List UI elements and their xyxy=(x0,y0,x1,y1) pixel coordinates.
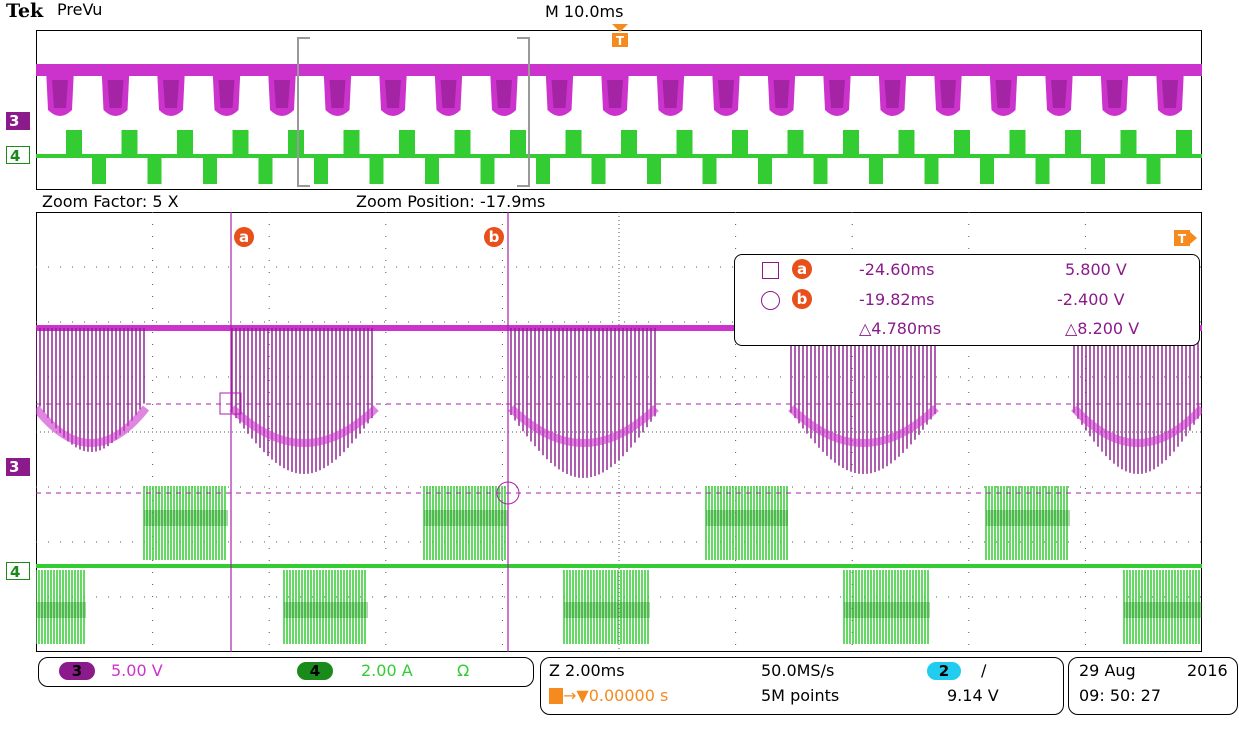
trigger-marker-label: T xyxy=(616,34,625,48)
delta-time: △4.780ms xyxy=(859,319,942,338)
trigger-position-marker[interactable]: T xyxy=(610,24,630,52)
sample-rate: 50.0MS/s xyxy=(761,661,835,680)
cursor-a-square-icon xyxy=(762,262,779,279)
overview-waveforms xyxy=(36,30,1216,190)
year: 2016 xyxy=(1187,661,1228,680)
ch3-overview-marker[interactable]: 3 xyxy=(6,112,30,130)
ch4-zoom-marker[interactable]: 4 xyxy=(6,562,30,581)
trigger-source-badge[interactable]: 2 xyxy=(927,662,961,680)
ch4-zoom-trace xyxy=(35,486,1202,644)
ch3-scale[interactable]: 5.00 V xyxy=(111,661,163,680)
ch4-badge[interactable]: 4 xyxy=(297,662,333,680)
trigger-level[interactable]: 9.14 V xyxy=(947,686,999,705)
ch3-zoom-marker[interactable]: 3 xyxy=(6,458,30,476)
record-length[interactable]: 5M points xyxy=(761,686,840,705)
cursor-a-square xyxy=(219,392,242,415)
cursor-a-time: -24.60ms xyxy=(859,260,935,279)
ch3-badge[interactable]: 3 xyxy=(59,662,95,680)
zoom-factor: Zoom Factor: 5 X xyxy=(42,192,179,211)
trigger-offscreen-marker: T xyxy=(1174,228,1198,252)
time: 09: 50: 27 xyxy=(1079,686,1162,705)
zoom-timebase[interactable]: Z 2.00ms xyxy=(549,661,625,680)
overview-graticule[interactable] xyxy=(36,30,1216,190)
trigger-small-icon xyxy=(549,688,563,704)
ch3-overview-trace xyxy=(36,64,1202,116)
brand-logo: Tek xyxy=(6,0,44,22)
cursor-readout-panel: a -24.60ms 5.800 V b -19.82ms -2.400 V △… xyxy=(734,254,1200,346)
acquisition-panel[interactable]: Z 2.00ms →▼0.00000 s 50.0MS/s 5M points … xyxy=(540,657,1064,715)
ch4-scale[interactable]: 2.00 A xyxy=(361,661,413,680)
delta-value: △8.200 V xyxy=(1065,319,1140,338)
svg-text:T: T xyxy=(1178,232,1187,246)
trigger-slope-icon: ∕ xyxy=(981,661,987,680)
cursor-b-value: -2.400 V xyxy=(1057,290,1125,309)
datetime-panel: 29 Aug 2016 09: 50: 27 xyxy=(1068,657,1238,715)
cursor-b-circle-icon xyxy=(761,291,780,310)
trigger-position[interactable]: →▼0.00000 s xyxy=(563,686,669,705)
cursor-b-handle[interactable]: b xyxy=(484,227,504,247)
cursor-lines xyxy=(36,212,1202,652)
main-timebase: M 10.0ms xyxy=(545,2,624,21)
zoom-position: Zoom Position: -17.9ms xyxy=(356,192,546,211)
channel-settings-panel[interactable]: 3 5.00 V 4 2.00 A Ω xyxy=(38,657,534,687)
ch4-overview-trace xyxy=(36,130,1216,184)
cursor-b-circle xyxy=(496,481,520,505)
ch3-zoom-trace xyxy=(32,325,1205,478)
cursor-b-badge: b xyxy=(792,289,812,309)
cursor-a-handle[interactable]: a xyxy=(234,227,254,247)
date: 29 Aug xyxy=(1079,661,1136,680)
cursor-a-value: 5.800 V xyxy=(1065,260,1127,279)
ch4-overview-marker[interactable]: 4 xyxy=(6,146,30,165)
zoom-window-bracket xyxy=(297,37,530,187)
ch4-termination: Ω xyxy=(457,661,470,680)
acquisition-mode: PreVu xyxy=(57,0,103,19)
cursor-b-time: -19.82ms xyxy=(859,290,935,309)
cursor-a-badge: a xyxy=(792,259,812,279)
